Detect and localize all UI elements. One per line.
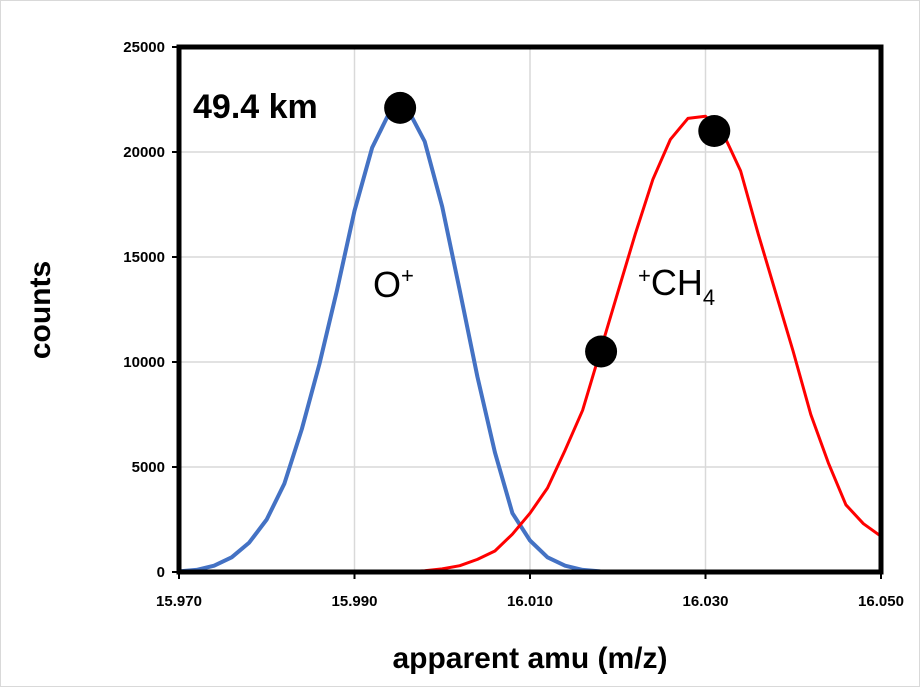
x-tick-label-4: 16.050 — [858, 593, 904, 610]
x-axis-title: apparent amu (m/z) — [392, 642, 667, 675]
oxygen-ion-base: O — [373, 264, 401, 305]
x-tick-label-1: 15.990 — [332, 593, 378, 610]
y-axis-ticks: 0 5000 10000 15000 20000 25000 — [123, 39, 179, 581]
methane-ion-label: +CH4 — [638, 262, 715, 310]
y-tick-label-2: 10000 — [123, 354, 165, 371]
y-tick-label-0: 0 — [157, 564, 165, 581]
y-tick-label-5: 25000 — [123, 39, 165, 56]
methane-ion-sup: + — [638, 263, 651, 288]
x-tick-label-2: 16.010 — [507, 593, 553, 610]
oxygen-ion-sup: + — [401, 263, 414, 288]
y-axis-title: counts — [24, 261, 57, 359]
altitude-annotation: 49.4 km — [193, 88, 318, 126]
oxygen-ion-label: O+ — [373, 263, 414, 305]
y-tick-label-4: 20000 — [123, 144, 165, 161]
x-axis-ticks: 15.970 15.990 16.010 16.030 16.050 — [156, 572, 904, 610]
series-line-1 — [177, 114, 883, 574]
data-markers — [384, 91, 731, 368]
marker-point-1 — [585, 335, 618, 368]
x-tick-label-0: 15.970 — [156, 593, 202, 610]
x-tick-label-3: 16.030 — [683, 593, 729, 610]
marker-point-2 — [698, 115, 731, 147]
methane-ion-base: CH — [651, 262, 703, 303]
y-tick-label-3: 15000 — [123, 249, 165, 266]
y-tick-label-1: 5000 — [132, 459, 165, 476]
marker-point-0 — [384, 91, 417, 124]
methane-ion-sub: 4 — [703, 285, 715, 310]
